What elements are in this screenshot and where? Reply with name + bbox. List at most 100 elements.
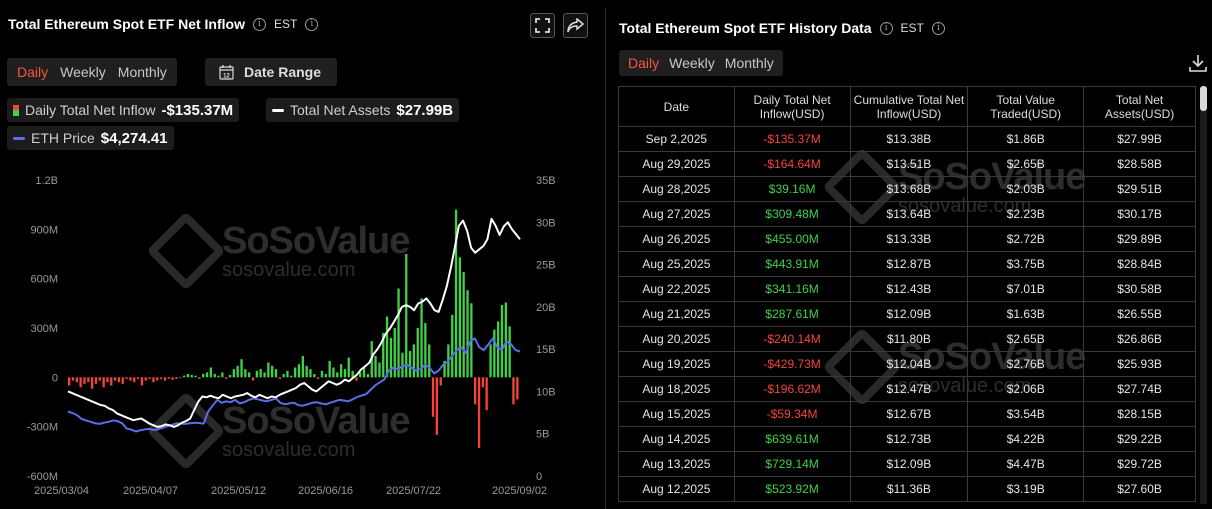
inflow-bar (474, 377, 477, 405)
table-row[interactable]: Aug 28,2025 $39.16M $13.68B $2.03B $29.51B (618, 176, 1196, 202)
table-row[interactable]: Aug 22,2025 $341.16M $12.43B $7.01B $30.58B (618, 276, 1196, 302)
inflow-bar (500, 305, 504, 378)
tab-daily[interactable]: Daily (628, 55, 660, 71)
cell-daily-inflow: $729.14M (733, 451, 851, 477)
cell-date: Aug 26,2025 (618, 226, 735, 252)
cell-cumulative: $12.87B (849, 251, 969, 277)
tab-daily[interactable]: Daily (17, 64, 49, 80)
table-row[interactable]: Aug 27,2025 $309.48M $13.64B $2.23B $30.17B (618, 201, 1196, 227)
cell-net-assets: $28.84B (1083, 251, 1196, 277)
inflow-bar (359, 372, 362, 378)
share-icon[interactable] (563, 13, 588, 38)
cell-net-assets: $28.15B (1083, 401, 1196, 427)
inflow-bar (397, 288, 400, 378)
history-table: Date Daily Total Net Inflow(USD) Cumulat… (618, 86, 1196, 502)
table-row[interactable]: Aug 13,2025 $729.14M $12.09B $4.47B $29.72B (618, 451, 1196, 477)
tab-weekly[interactable]: Weekly (60, 64, 106, 80)
table-row[interactable]: Aug 21,2025 $287.61M $12.09B $1.63B $26.55B (618, 301, 1196, 327)
cell-net-assets: $27.60B (1083, 476, 1196, 502)
inflow-bar (286, 370, 289, 378)
cell-daily-inflow: -$196.62M (733, 376, 851, 402)
x-tick-label: 2025/07/22 (386, 485, 441, 497)
info-icon[interactable]: i (879, 21, 893, 35)
table-row[interactable]: Sep 2,2025 -$135.37M $13.38B $1.86B $27.99B (618, 126, 1196, 152)
y-left-tick-label: -600M (27, 471, 58, 483)
table-row[interactable]: Aug 15,2025 -$59.34M $12.67B $3.54B $28.15B (618, 401, 1196, 427)
table-row[interactable]: Aug 12,2025 $523.92M $11.36B $3.19B $27.60B (618, 476, 1196, 502)
legend-inflow-label: Daily Total Net Inflow (25, 102, 156, 118)
legend-eth-value: $4,274.41 (100, 129, 168, 147)
inflow-bar (263, 372, 266, 378)
col-header-net-assets[interactable]: Total Net Assets(USD) (1083, 86, 1196, 127)
inflow-bar (374, 356, 377, 378)
inflow-chart[interactable]: 1.2B 900M 600M 300M 0 -300M -600M 35B 30B 25B 20B 1… (0, 168, 598, 509)
tab-weekly[interactable]: Weekly (669, 55, 715, 71)
inflow-bar (443, 360, 446, 378)
scrollbar-thumb[interactable] (1200, 86, 1207, 111)
col-header-value-traded[interactable]: Total Value Traded(USD) (967, 86, 1085, 127)
table-row[interactable]: Aug 26,2025 $455.00M $13.33B $2.72B $29.89B (618, 226, 1196, 252)
inflow-bar (481, 377, 484, 388)
table-row[interactable]: Aug 29,2025 -$164.64M $13.51B $2.65B $28.58B (618, 151, 1196, 177)
cell-cumulative: $12.43B (849, 276, 969, 302)
col-header-cumulative[interactable]: Cumulative Total Net Inflow(USD) (849, 86, 969, 127)
inflow-bar (75, 377, 78, 383)
tab-monthly[interactable]: Monthly (724, 55, 774, 71)
col-header-date[interactable]: Date (618, 86, 735, 127)
y-left-tick-label: 1.2B (35, 175, 58, 187)
table-row[interactable]: Aug 18,2025 -$196.62M $12.47B $2.06B $27.74B (618, 376, 1196, 402)
timezone-info-icon[interactable]: i (931, 21, 945, 35)
inflow-bar (251, 377, 255, 381)
total-net-assets-line (67, 217, 521, 428)
cell-date: Aug 29,2025 (618, 151, 735, 177)
legend-eth-price[interactable]: ETH Price $4,274.41 (7, 126, 174, 150)
inflow-bar (282, 374, 285, 378)
date-range-button[interactable]: 12 Date Range (205, 58, 337, 86)
inflow-bar (347, 357, 350, 378)
timezone-label: EST (273, 17, 298, 31)
fullscreen-icon[interactable] (530, 13, 555, 38)
cell-net-assets: $25.93B (1083, 351, 1196, 377)
legend-daily-inflow[interactable]: Daily Total Net Inflow -$135.37M (7, 98, 240, 122)
cell-date: Aug 14,2025 (618, 426, 735, 452)
inflow-bar (205, 372, 209, 378)
inflow-bar (309, 369, 312, 378)
cell-cumulative: $12.47B (849, 376, 969, 402)
inflow-bar (140, 377, 144, 386)
download-icon[interactable] (1188, 53, 1208, 73)
table-period-tabs: Daily Weekly Monthly (619, 50, 783, 76)
table-row[interactable]: Aug 14,2025 $639.61M $12.73B $4.22B $29.22B (618, 426, 1196, 452)
legend-total-assets[interactable]: Total Net Assets $27.99B (266, 98, 460, 122)
inflow-bar (393, 328, 396, 378)
inflow-bar (431, 377, 435, 417)
inflow-bar (209, 367, 212, 378)
calendar-icon-day: 12 (223, 73, 230, 79)
timezone-info-icon[interactable]: i (305, 17, 319, 31)
inflow-bar (133, 377, 136, 383)
col-header-daily-inflow[interactable]: Daily Total Net Inflow(USD) (733, 86, 851, 127)
inflow-bar (194, 375, 197, 378)
table-row[interactable]: Aug 20,2025 -$240.14M $11.80B $2.65B $26.86B (618, 326, 1196, 352)
inflow-bar (248, 372, 251, 378)
inflow-bar (366, 374, 370, 378)
inflow-bar (336, 372, 339, 378)
table-row[interactable]: Aug 19,2025 -$429.73M $12.04B $2.76B $25.93B (618, 351, 1196, 377)
inflow-bar (167, 377, 170, 379)
inflow-bar (71, 377, 75, 381)
cell-date: Aug 27,2025 (618, 201, 735, 227)
table-row[interactable]: Aug 25,2025 $443.91M $12.87B $3.75B $28.84B (618, 251, 1196, 277)
inflow-bar (259, 369, 262, 378)
table-scrollbar[interactable] (1200, 86, 1207, 504)
inflow-bar (136, 377, 140, 379)
cell-daily-inflow: $455.00M (733, 226, 851, 252)
inflow-bar (213, 374, 216, 378)
inflow-bar (493, 329, 496, 378)
info-icon[interactable]: i (252, 17, 266, 31)
inflow-bar (190, 374, 193, 378)
inflow-bar (313, 374, 316, 378)
cell-daily-inflow: -$240.14M (733, 326, 851, 352)
inflow-bar (148, 377, 151, 379)
assets-swatch (272, 108, 284, 112)
tab-monthly[interactable]: Monthly (117, 64, 167, 80)
inflow-bar (516, 377, 519, 400)
